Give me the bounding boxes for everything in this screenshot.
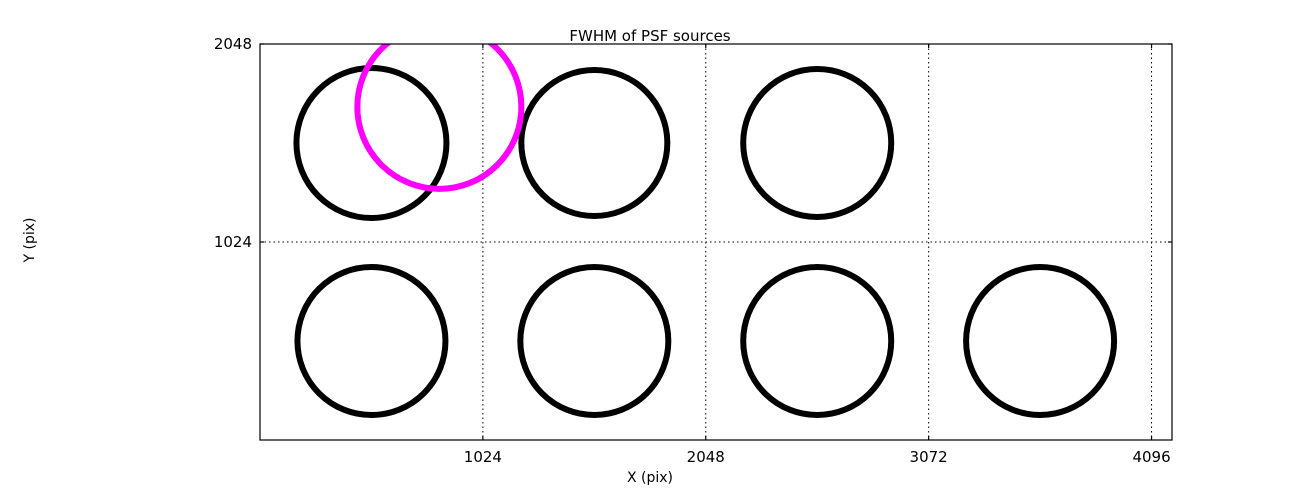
tick-marks	[260, 43, 1172, 440]
x-tick-label: 2048	[686, 448, 725, 466]
x-axis-label: X (pix)	[626, 470, 674, 486]
data-markers	[293, 44, 1118, 418]
y-axis-label: Y (pix)	[22, 217, 38, 263]
x-tick-label: 4096	[1132, 448, 1171, 466]
x-tick-label: 1024	[463, 448, 502, 466]
chart-title: FWHM of PSF sources	[569, 27, 731, 45]
gridlines	[260, 44, 1172, 440]
y-tick-label: 1024	[213, 233, 252, 251]
x-tick-label: 3072	[909, 448, 948, 466]
y-tick-label: 2048	[213, 35, 252, 53]
